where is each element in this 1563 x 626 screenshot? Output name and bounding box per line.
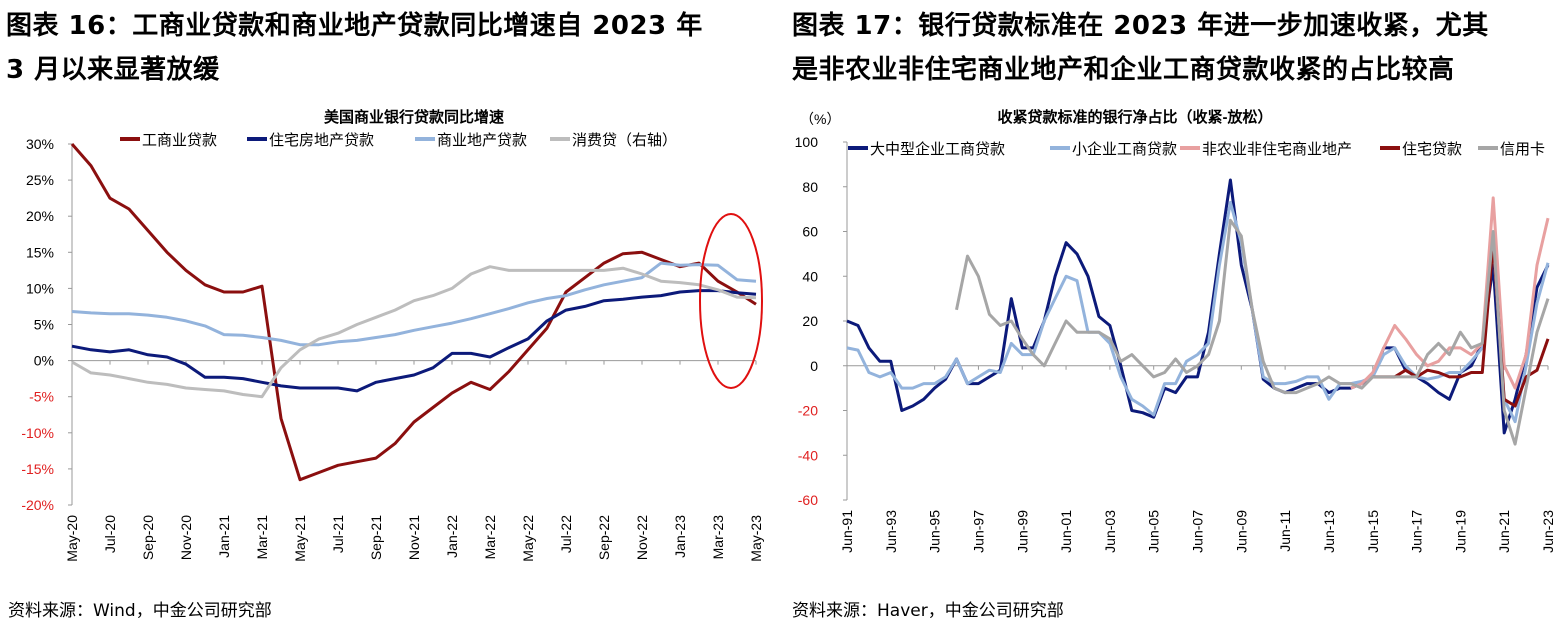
x-tick-label: Jun-99 <box>1014 510 1030 553</box>
y-tick-label: -10% <box>21 425 54 441</box>
x-tick-label: May-20 <box>64 515 80 562</box>
y-tick-label: 40 <box>802 268 818 284</box>
figure-16-title-line2: 3 月以来显著放缓 <box>6 55 220 85</box>
y-tick-label: -20% <box>21 497 54 513</box>
x-tick-label: Jul-21 <box>330 515 346 553</box>
x-tick-label: Jun-15 <box>1365 510 1381 553</box>
x-tick-label: Jun-95 <box>927 510 943 553</box>
x-tick-label: Jan-22 <box>444 515 460 558</box>
x-tick-label: Jun-19 <box>1452 510 1468 553</box>
y-tick-label: 80 <box>802 179 818 195</box>
x-tick-label: Jun-03 <box>1102 510 1118 553</box>
x-tick-label: Nov-22 <box>634 515 650 560</box>
series-line-1 <box>71 289 757 393</box>
legend-label: 小企业工商贷款 <box>1072 140 1177 158</box>
x-tick-label: Nov-21 <box>406 515 422 560</box>
x-tick-label: Jan-23 <box>672 515 688 558</box>
x-tick-label: Jun-07 <box>1190 510 1206 553</box>
x-tick-label: Mar-23 <box>710 515 726 560</box>
legend-label: 住宅贷款 <box>1402 141 1462 158</box>
x-tick-label: Jun-93 <box>883 510 899 553</box>
y-tick-label: 0 <box>810 358 818 374</box>
legend-label: 大中型企业工商贷款 <box>870 140 1005 158</box>
x-tick-label: May-21 <box>292 515 308 562</box>
y-tick-label: -60 <box>798 492 818 508</box>
y-tick-label: 60 <box>802 224 818 240</box>
x-tick-label: Mar-21 <box>254 515 270 560</box>
x-tick-label: Jul-22 <box>558 515 574 553</box>
chart-17-unit-label: （%） <box>800 111 840 127</box>
x-tick-label: Sep-21 <box>368 515 384 560</box>
series-line-2 <box>71 261 757 347</box>
series-line-3 <box>1372 241 1550 408</box>
y-tick-label: 30% <box>26 136 54 152</box>
chart-16: 30% 25% 20% 15% 10% 5% 0% -5% -10% -15% -20% May-20… <box>21 132 764 562</box>
legend-label: 非农业非住宅商业地产 <box>1202 141 1352 158</box>
x-tick-label: May-23 <box>748 515 764 562</box>
legend-label: 商业地产贷款 <box>437 132 527 149</box>
x-tick-label: Jun-11 <box>1277 510 1293 552</box>
series-line-1 <box>846 200 1550 424</box>
y-tick-label: 10% <box>26 280 54 296</box>
y-tick-label: 0% <box>34 353 54 369</box>
figure-16-title: 图表 16：工商业贷款和商业地产贷款同比增速自 2023 年 3 月以来显著放缓 <box>6 4 703 92</box>
x-tick-label: Jun-05 <box>1146 510 1162 553</box>
figure-17-title: 图表 17：银行贷款标准在 2023 年进一步加速收紧，尤其 是非农业非住宅商业… <box>792 4 1489 92</box>
x-tick-label: Jun-23 <box>1540 510 1556 553</box>
chart-17: 100 80 60 40 20 0 -20 -40 -60 Jun-91 Jun-93 Jun-95 J… <box>795 134 1556 553</box>
x-tick-label: Jun-13 <box>1321 510 1337 553</box>
y-tick-label: 25% <box>26 172 54 188</box>
chart-17-title: 收紧贷款标准的银行净占比（收紧-放松） <box>998 108 1273 126</box>
y-tick-label: 100 <box>795 134 819 150</box>
x-tick-label: Jun-21 <box>1496 510 1512 553</box>
figure-16-title-line1: 图表 16：工商业贷款和商业地产贷款同比增速自 2023 年 <box>6 11 703 41</box>
x-tick-label: Mar-22 <box>482 515 498 560</box>
y-tick-label: 20% <box>26 208 54 224</box>
figure-17-title-line2: 是非农业非住宅商业地产和企业工商贷款收紧的占比较高 <box>792 55 1455 85</box>
y-tick-label: 20 <box>802 313 818 329</box>
chart-16-title: 美国商业银行贷款同比增速 <box>324 108 504 126</box>
y-tick-label: -5% <box>29 389 54 405</box>
series-line-0 <box>70 143 757 482</box>
y-tick-label: -20 <box>798 403 818 419</box>
y-tick-label: -15% <box>21 461 54 477</box>
x-tick-label: Jun-09 <box>1233 510 1249 553</box>
x-tick-label: Sep-22 <box>596 515 612 560</box>
legend-label: 消费贷（右轴） <box>572 132 677 149</box>
x-tick-label: Jun-91 <box>839 510 855 553</box>
figure-16-source: 资料来源：Wind，中金公司研究部 <box>8 601 272 621</box>
x-tick-label: Jul-20 <box>102 515 118 553</box>
series-line-4 <box>955 218 1550 446</box>
x-tick-label: Nov-20 <box>178 515 194 560</box>
x-tick-label: Sep-20 <box>140 515 156 560</box>
y-tick-label: 15% <box>26 244 54 260</box>
series-line-0 <box>846 178 1550 435</box>
legend-label: 工商业贷款 <box>142 132 217 149</box>
y-tick-label: 5% <box>34 317 54 333</box>
figure-17-title-line1: 图表 17：银行贷款标准在 2023 年进一步加速收紧，尤其 <box>792 11 1489 41</box>
x-tick-label: Jun-17 <box>1409 510 1425 553</box>
x-tick-label: Jun-97 <box>970 510 986 553</box>
x-tick-label: Jan-21 <box>216 515 232 558</box>
x-tick-label: Jun-01 <box>1058 510 1074 553</box>
highlight-ellipse <box>699 213 763 389</box>
legend-label: 住宅房地产贷款 <box>269 132 374 149</box>
y-tick-label: -40 <box>798 447 818 463</box>
figure-17-source: 资料来源：Haver，中金公司研究部 <box>792 601 1064 621</box>
series-line-2 <box>1350 196 1550 390</box>
legend-label: 信用卡 <box>1500 141 1545 158</box>
series-line-3 <box>71 265 757 399</box>
x-tick-label: May-22 <box>520 515 536 562</box>
